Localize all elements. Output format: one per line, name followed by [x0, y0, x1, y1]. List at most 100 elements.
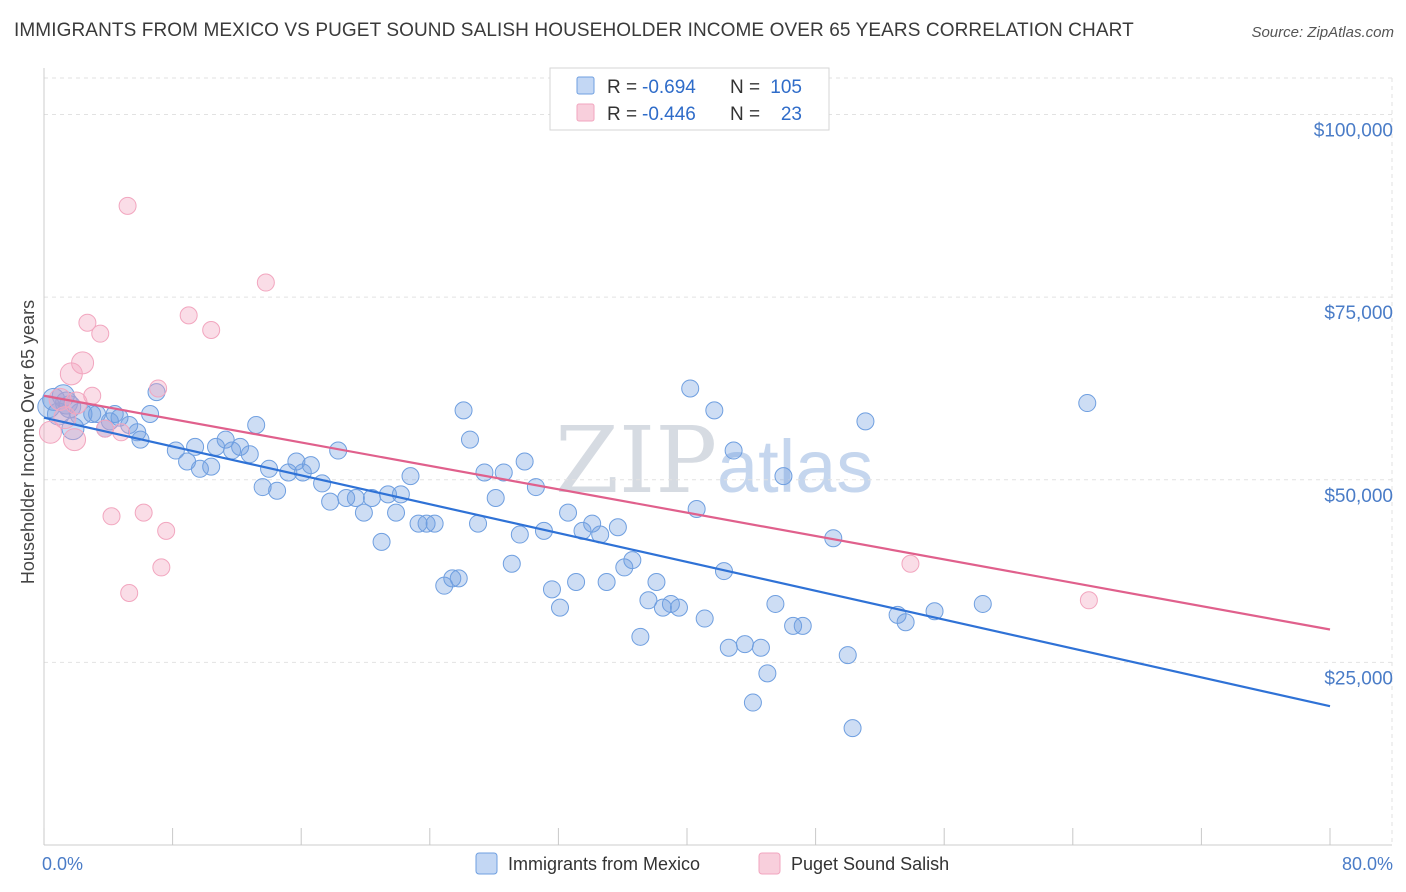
legend-n-label-salish: N =	[730, 104, 760, 125]
mexico-point-76	[623, 551, 642, 570]
mexico-point-105	[973, 594, 992, 613]
y-tick-label-0: $25,000	[1324, 668, 1393, 689]
mexico-point-59	[486, 489, 505, 508]
legend-r-label-salish: R =	[607, 104, 637, 125]
axes	[43, 68, 1392, 846]
legend-swatch-salish	[576, 103, 595, 122]
salish-point-6	[71, 351, 95, 375]
series-legend: Immigrants from Mexico Puget Sound Salis…	[475, 852, 949, 875]
mexico-point-37	[313, 474, 332, 493]
mexico-point-25	[216, 430, 235, 449]
mexico-point-38	[321, 492, 340, 511]
watermark-zip: ZIP	[555, 407, 717, 514]
mexico-point-100	[843, 719, 862, 738]
salish-point-13	[118, 196, 137, 215]
salish-point-20	[202, 321, 221, 340]
y-axis-label: Householder Income Over 65 years	[18, 300, 38, 584]
mexico-point-27	[231, 437, 250, 456]
y-tick-label-3: $100,000	[1314, 121, 1393, 142]
salish-point-10	[96, 419, 115, 438]
y-tick-labels: $25,000 $50,000 $75,000 $100,000	[1314, 121, 1393, 690]
mexico-point-42	[354, 503, 373, 522]
salish-point-7	[78, 313, 97, 332]
mexico-point-55	[454, 401, 473, 420]
bottom-legend-label-mexico: Immigrants from Mexico	[508, 854, 700, 874]
bottom-legend-label-salish: Puget Sound Salish	[791, 854, 949, 874]
legend-swatch-mexico	[576, 76, 595, 95]
legend-n-value-mexico: 105	[770, 77, 802, 98]
mexico-point-46	[387, 503, 406, 522]
mexico-point-77	[631, 627, 650, 646]
x-tick-label-0: 0.0%	[42, 854, 83, 874]
mexico-point-89	[724, 441, 743, 460]
series-mexico-points	[37, 379, 1097, 738]
salish-point-15	[134, 503, 153, 522]
mexico-point-92	[751, 638, 770, 657]
salish-point-4	[63, 428, 87, 452]
legend-r-value-salish: -0.446	[642, 104, 696, 125]
legend-n-value-salish: 23	[781, 104, 802, 125]
mexico-point-101	[856, 412, 875, 431]
mexico-point-54	[449, 569, 468, 588]
mexico-point-62	[510, 525, 529, 544]
mexico-point-78	[639, 591, 658, 610]
y-tick-label-1: $50,000	[1324, 486, 1393, 507]
mexico-point-103	[896, 613, 915, 632]
salish-point-12	[112, 423, 131, 442]
x-tick-label-1: 80.0%	[1342, 854, 1393, 874]
salish-point-8	[83, 386, 102, 405]
mexico-point-22	[190, 459, 209, 478]
bottom-legend-swatch-salish	[758, 852, 781, 875]
mexico-point-88	[719, 638, 738, 657]
mexico-point-48	[401, 467, 420, 486]
bottom-legend-swatch-mexico	[475, 852, 498, 875]
mexico-point-56	[460, 430, 479, 449]
legend-r-value-mexico: -0.694	[642, 77, 696, 98]
mexico-point-60	[494, 463, 513, 482]
legend-n-label-mexico: N =	[730, 77, 760, 98]
mexico-point-32	[268, 481, 287, 500]
salish-point-11	[102, 507, 121, 526]
mexico-point-91	[743, 693, 762, 712]
mexico-point-63	[515, 452, 534, 471]
salish-point-16	[149, 379, 168, 398]
trend-lines	[43, 394, 1331, 708]
legend-r-label-mexico: R =	[607, 77, 637, 98]
mexico-point-30	[253, 478, 272, 497]
mexico-point-67	[551, 598, 570, 617]
mexico-point-93	[758, 664, 777, 683]
mexico-point-40	[337, 489, 356, 508]
correlation-legend: R = -0.694 N = 105 R = -0.446 N = 23	[549, 67, 830, 131]
mexico-point-83	[681, 379, 700, 398]
trend-line-salish	[43, 394, 1331, 631]
mexico-point-106	[1078, 394, 1097, 413]
mexico-point-95	[774, 467, 793, 486]
mexico-point-53	[443, 569, 462, 588]
mexico-point-69	[567, 573, 586, 592]
y-tick-label-2: $75,000	[1324, 303, 1393, 324]
mexico-point-90	[735, 635, 754, 654]
mexico-point-66	[542, 580, 561, 599]
salish-point-21	[256, 273, 275, 292]
mexico-point-28	[240, 445, 259, 464]
mexico-point-29	[247, 415, 266, 434]
mexico-point-85	[695, 609, 714, 628]
legend-box	[549, 67, 830, 131]
mexico-point-82	[669, 598, 688, 617]
mexico-point-61	[502, 554, 521, 573]
mexico-point-36	[301, 456, 320, 475]
mexico-point-74	[608, 518, 627, 537]
mexico-point-97	[793, 616, 812, 635]
mexico-point-99	[838, 646, 857, 665]
mexico-point-73	[597, 573, 616, 592]
source-attribution: Source: ZipAtlas.com	[1251, 24, 1394, 41]
series-salish-points	[38, 196, 1098, 610]
mexico-point-44	[372, 532, 391, 551]
salish-point-0	[38, 420, 62, 444]
mexico-point-23	[202, 457, 221, 476]
mexico-point-41	[346, 489, 365, 508]
salish-point-22	[901, 554, 920, 573]
mexico-point-51	[425, 514, 444, 533]
mexico-point-96	[784, 616, 803, 635]
